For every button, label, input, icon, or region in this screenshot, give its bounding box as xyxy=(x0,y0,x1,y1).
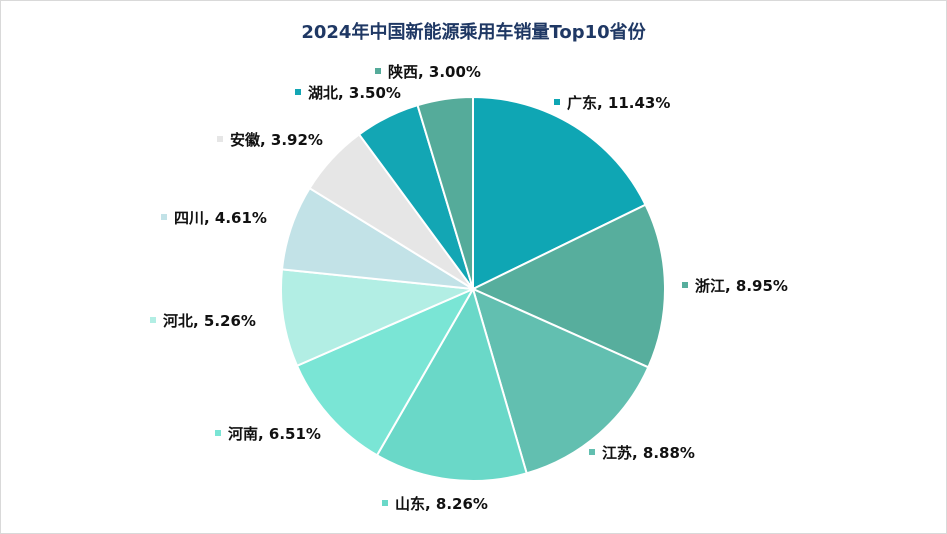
data-label-河北: 河北, 5.26% xyxy=(163,312,256,330)
pie-slice-河北 xyxy=(280,268,477,368)
data-label-陕西: 陕西, 3.00% xyxy=(388,63,481,81)
legend-marker-山东 xyxy=(382,500,388,506)
legend-marker-陕西 xyxy=(375,68,381,74)
pie-slice-河南 xyxy=(295,286,476,457)
chart-title: 2024年中国新能源乘用车销量Top10省份 xyxy=(301,22,646,43)
legend-marker-湖北 xyxy=(295,89,301,95)
legend-marker-浙江 xyxy=(682,282,688,288)
data-label-广东: 广东, 11.43% xyxy=(567,94,670,112)
data-label-浙江: 浙江, 8.95% xyxy=(695,277,788,295)
legend-marker-四川 xyxy=(161,214,167,220)
legend-marker-河南 xyxy=(215,430,221,436)
data-label-河南: 河南, 6.51% xyxy=(228,425,321,443)
legend-marker-河北 xyxy=(150,317,156,323)
pie-slice-陕西 xyxy=(416,95,474,290)
pie-slice-山东 xyxy=(375,286,528,483)
legend-marker-广东 xyxy=(554,99,560,105)
legend-marker-安徽 xyxy=(217,136,223,142)
data-label-四川: 四川, 4.61% xyxy=(174,209,267,227)
data-label-安徽: 安徽, 3.92% xyxy=(230,131,323,149)
data-label-湖北: 湖北, 3.50% xyxy=(308,84,401,102)
data-label-山东: 山东, 8.26% xyxy=(395,495,488,513)
pie-slice-江苏 xyxy=(471,287,650,475)
legend-marker-江苏 xyxy=(589,449,595,455)
pie-slice-浙江 xyxy=(470,203,666,369)
data-label-江苏: 江苏, 8.88% xyxy=(602,444,695,462)
pie-slice-广东 xyxy=(472,95,647,291)
